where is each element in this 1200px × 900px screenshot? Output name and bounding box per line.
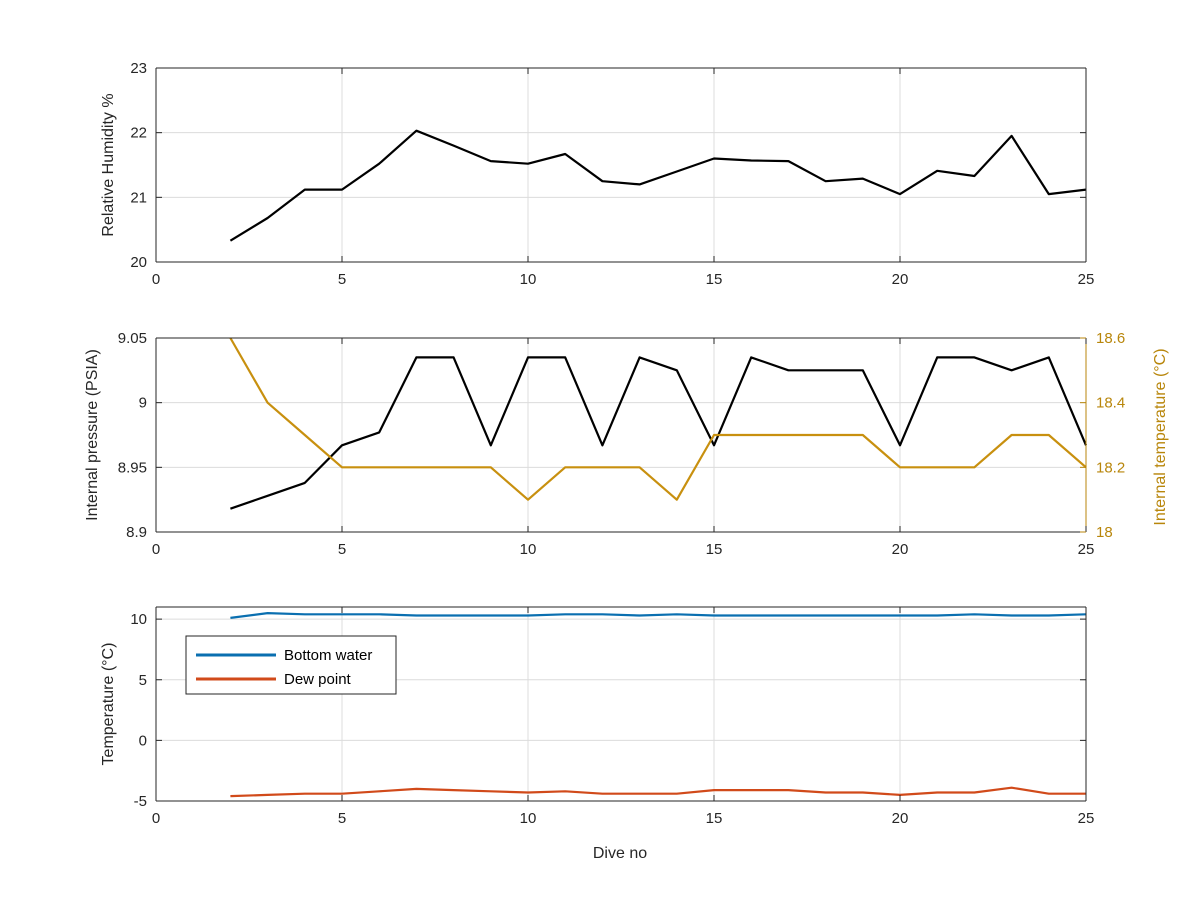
y-tick-label: 9: [139, 395, 147, 412]
x-tick-label: 20: [892, 271, 909, 288]
humidity-plot: Relative Humidity % 0 5 10 15 20 25 20 21 22 23: [100, 60, 1094, 288]
y-tick-label: 8.95: [118, 459, 147, 476]
legend-box: [185, 635, 397, 695]
x-tick-label: 5: [338, 541, 346, 558]
x-tick-label: 15: [706, 271, 723, 288]
x-tick-label: 10: [520, 810, 537, 827]
y-tick-label: 21: [130, 189, 147, 206]
y-tick-label: 5: [139, 672, 147, 689]
bottom-water-line: [230, 611, 1087, 619]
legend: Bottom water Dew point: [185, 635, 397, 695]
x-tick-label: 25: [1078, 810, 1095, 827]
humidity-y-label: Relative Humidity %: [100, 93, 117, 236]
x-tick-label: 5: [338, 271, 346, 288]
x-tick-label: 20: [892, 810, 909, 827]
internal-temperature-y-label: Internal temperature (°C): [1152, 348, 1169, 525]
y-tick-label: -5: [134, 793, 147, 810]
x-tick-label: 10: [520, 541, 537, 558]
y-tick-label: 22: [130, 125, 147, 142]
y2-tick-label: 18.6: [1096, 330, 1125, 347]
legend-label: Dew point: [284, 671, 352, 688]
temperature-plot: Temperature (°C) Dive no 0 5 10 15 20 25 -5 0 5 1…: [100, 606, 1095, 862]
pressure-line: [230, 356, 1088, 510]
temperature-y-label: Temperature (°C): [100, 643, 117, 766]
y-tick-label: 20: [130, 254, 147, 271]
humidity-line: [229, 129, 1087, 242]
x-tick-label: 15: [706, 541, 723, 558]
y-tick-label: 23: [130, 60, 147, 77]
x-tick-label: 25: [1078, 271, 1095, 288]
legend-label: Bottom water: [284, 647, 372, 664]
x-tick-label: 0: [152, 541, 160, 558]
y-tick-label: 8.9: [126, 524, 147, 541]
dew-point-line: [230, 786, 1086, 798]
plot-area-1: [156, 68, 1086, 262]
dive-no-x-label: Dive no: [593, 845, 647, 862]
x-tick-label: 20: [892, 541, 909, 558]
x-tick-label: 25: [1078, 541, 1095, 558]
x-tick-label: 10: [520, 271, 537, 288]
y-tick-label: 0: [139, 732, 147, 749]
internal-temperature-line: [229, 337, 1087, 501]
pressure-y-label: Internal pressure (PSIA): [84, 349, 101, 521]
y-tick-label: 10: [130, 611, 147, 628]
x-tick-label: 0: [152, 271, 160, 288]
y2-tick-label: 18: [1096, 524, 1113, 541]
plot-area-2: [156, 338, 1086, 532]
y-tick-label: 9.05: [118, 330, 147, 347]
x-tick-label: 15: [706, 810, 723, 827]
x-tick-label: 0: [152, 810, 160, 827]
y2-tick-label: 18.2: [1096, 459, 1125, 476]
y2-tick-label: 18.4: [1096, 395, 1125, 412]
pressure-temperature-plot: Internal pressure (PSIA) Internal temper…: [84, 330, 1169, 558]
x-tick-label: 5: [338, 810, 346, 827]
